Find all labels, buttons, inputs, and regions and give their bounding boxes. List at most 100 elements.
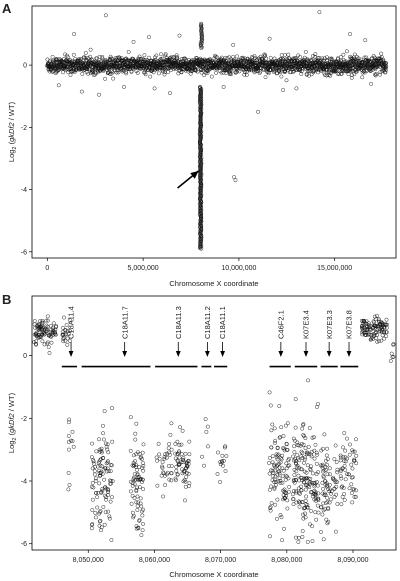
panel-b-data-point (97, 481, 102, 486)
panel-b-data-point (93, 476, 98, 481)
panel-a-letter: A (2, 1, 12, 16)
panel-b-data-point (95, 505, 100, 510)
panel-b-data-point (220, 453, 225, 458)
panel-a-data-point (88, 47, 93, 52)
panel-b-data-point (305, 463, 310, 468)
panel-a-x-tick-label: 15,000,000 (317, 265, 352, 272)
panel-b-data-point (343, 455, 348, 460)
panel-b-data-point (281, 446, 286, 451)
panel-a-data-point (94, 64, 99, 69)
panel-b-data-point (159, 473, 164, 478)
panel-b-data-point (44, 329, 49, 334)
panel-a-data-point (225, 56, 230, 61)
panel-a-data-point (341, 68, 346, 73)
panel-b-data-point (287, 456, 291, 461)
panel-a-data-point (284, 57, 289, 62)
panel-b-data-point (278, 480, 283, 485)
panel-b-data-point (325, 500, 330, 504)
panel-b-data-point (90, 481, 95, 485)
panel-b-data-point (314, 404, 319, 409)
panel-a-data-point (267, 36, 272, 41)
panel-b-data-point (101, 505, 106, 509)
panel-b-data-point (107, 514, 112, 519)
panel-b-data-point (160, 465, 165, 470)
panel-b-data-point (285, 498, 290, 503)
panel-b-data-point (104, 461, 109, 466)
panel-b-data-point (277, 404, 282, 408)
panel-a-data-point (167, 91, 172, 96)
panel-b-data-point (277, 469, 282, 474)
panel-b-data-point (311, 492, 316, 497)
panel-b-y-axis: -6 -4 -2 0 (21, 353, 32, 548)
panel-b-data-point (296, 540, 301, 544)
panel-a-data-point (124, 56, 129, 61)
panel-b-data-point (302, 460, 306, 465)
gene-label: K07E3.3 (325, 310, 334, 339)
panel-b-data-point (268, 534, 272, 539)
panel-a-y-label-open: ( (7, 141, 16, 146)
panel-b-data-point (167, 477, 172, 482)
panel-b-data-point (39, 332, 44, 337)
panel-b-data-point (296, 473, 301, 478)
panel-b-data-point (181, 479, 186, 484)
panel-a-arrow (177, 170, 200, 189)
panel-a-data-point (79, 89, 84, 94)
panel-a-data-point (199, 181, 204, 186)
panel-a-data-point (283, 64, 288, 69)
panel-b-data-point (275, 516, 280, 521)
panel-b-data-point (279, 425, 284, 430)
panel-b-data-point (104, 497, 109, 502)
panel-b-data-point (95, 495, 100, 500)
panel-a-data-point (333, 68, 338, 73)
panel-b-data-point (280, 480, 285, 485)
panel-b-data-point (180, 471, 185, 476)
panel-b-data-point (134, 489, 139, 494)
panel-b-data-point (132, 495, 137, 500)
panel-b-data-point (326, 486, 331, 491)
panel-b-data-point (139, 533, 144, 538)
panel-b-y-label-log: Log (7, 441, 16, 454)
panel-a-data-point (198, 84, 202, 89)
panel-a-data-point (319, 58, 324, 63)
panel-a-data-point (100, 56, 105, 61)
panel-b-data-point (303, 476, 308, 481)
panel-a-data-point (206, 60, 211, 65)
panel-b-data-point (310, 539, 315, 544)
panel-b-data-point (346, 472, 351, 477)
panel-b-data-point (310, 524, 315, 529)
panel-a-data-point (148, 74, 153, 79)
panel-a-data-point (332, 63, 336, 68)
panel-b-data-point (319, 529, 323, 534)
panel-b-data-point (157, 452, 162, 457)
panel-a-data-point (384, 61, 389, 66)
panel-b-data-point (163, 452, 168, 457)
panel-a-y-tick-label: -4 (21, 187, 27, 194)
panel-b-data-point (335, 470, 340, 475)
panel-a-data-point (198, 245, 202, 250)
panel-b-data-point (301, 506, 306, 511)
panel-b-data-point (173, 478, 178, 483)
panel-b-data-point (305, 502, 310, 507)
panel-a-data-point (321, 58, 326, 63)
panel-b-data-point (36, 332, 41, 337)
panel-b-data-point (179, 452, 184, 457)
panel-b-data-point (327, 489, 332, 494)
panel-a-data-point (179, 70, 184, 75)
panel-b-data-point (342, 498, 347, 502)
panel-b-data-point (286, 489, 291, 494)
panel-a-data-point (282, 61, 287, 66)
panel-b-data-point (284, 441, 289, 446)
panel-a-data-point (348, 54, 353, 59)
panel-a-data-point (384, 67, 389, 72)
panel-b-data-point (310, 481, 315, 486)
panel-b-data-point (362, 318, 366, 323)
panel-b-data-point (297, 491, 302, 496)
panel-a-data-point (221, 70, 226, 75)
panel-b-data-point (133, 431, 138, 436)
panel-a-data-point (199, 86, 204, 91)
panel-b-data-point (173, 451, 178, 456)
panel-b-data-point (296, 490, 301, 495)
panel-b-data-point (389, 351, 394, 356)
panel-b-data-point (129, 501, 134, 506)
panel-b-data-point (303, 498, 308, 503)
